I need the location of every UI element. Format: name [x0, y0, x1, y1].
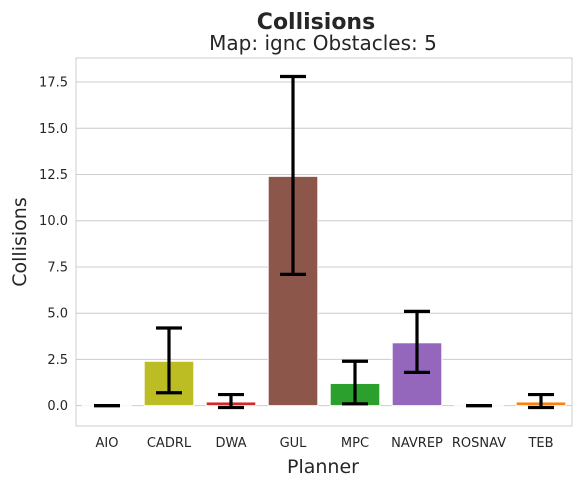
y-tick-label: 17.5: [39, 76, 68, 91]
x-tick-label: CADRL: [147, 436, 192, 451]
x-tick-label: DWA: [215, 436, 246, 451]
x-axis-label: Planner: [287, 456, 359, 478]
chart-subtitle: Map: ignc Obstacles: 5: [209, 31, 437, 55]
y-tick-label: 5.0: [47, 307, 68, 322]
x-tick-label: NAVREP: [391, 436, 443, 451]
x-tick-label: AIO: [96, 436, 119, 451]
chart-title: Collisions: [257, 10, 375, 35]
bars: [81, 175, 567, 407]
y-tick-labels: 0.0 2.5 5.0 7.5 10.0 12.5 15.0 17.5: [39, 76, 68, 415]
gridlines: [76, 81, 572, 407]
plot-frame: [75, 57, 573, 427]
error-bar-teb: [528, 392, 554, 410]
error-bar-mpc: [342, 359, 368, 406]
error-bar-gul: [280, 74, 306, 276]
x-tick-label: MPC: [341, 436, 369, 451]
y-tick-label: 0.0: [47, 399, 68, 414]
x-tick-label: ROSNAV: [452, 436, 506, 451]
y-tick-label: 15.0: [39, 122, 68, 137]
y-tick-label: 12.5: [39, 168, 68, 183]
error-bar-navrep: [404, 309, 430, 374]
x-tick-label: TEB: [527, 436, 553, 451]
y-tick-label: 2.5: [47, 353, 68, 368]
x-tick-label: GUL: [280, 436, 308, 451]
error-bar-cadrl: [156, 326, 182, 395]
error-bars: [94, 74, 554, 410]
x-tick-labels: AIO CADRL DWA GUL MPC NAVREP ROSNAV TEB: [96, 436, 554, 451]
y-tick-label: 7.5: [47, 260, 68, 275]
y-tick-label: 10.0: [39, 214, 68, 229]
bar-gul: [267, 175, 319, 407]
error-bar-dwa: [218, 392, 244, 410]
y-axis-label: Collisions: [9, 197, 31, 286]
